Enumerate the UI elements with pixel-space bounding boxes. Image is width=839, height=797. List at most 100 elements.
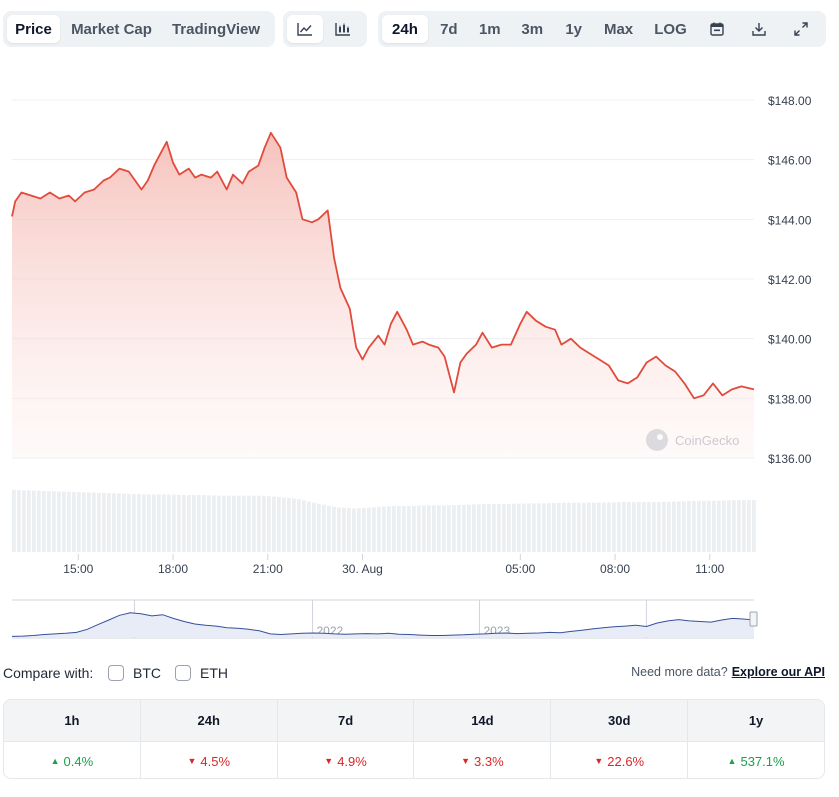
volume-bar	[657, 502, 661, 552]
candlestick-icon[interactable]	[323, 15, 363, 43]
range-navigator[interactable]: 2021202220232024	[11, 599, 758, 639]
volume-bar	[752, 500, 756, 552]
volume-bar	[542, 503, 546, 552]
volume-bar	[72, 491, 76, 552]
tab-range-log[interactable]: LOG	[654, 20, 687, 38]
volume-bar	[602, 502, 606, 552]
volume-bar	[302, 500, 306, 552]
performance-values: ▲ 0.4% ▼ 4.5% ▼ 4.9% ▼ 3.3% ▼ 22.6% ▲ 537.1%	[4, 742, 824, 778]
change-1h-value: 0.4%	[63, 753, 94, 769]
volume-bar	[687, 501, 691, 552]
tab-range-1m[interactable]: 1m	[478, 20, 501, 38]
volume-bar	[697, 500, 701, 552]
compare-eth[interactable]: ETH	[175, 665, 228, 681]
more-data: Need more data? Explore our API	[631, 665, 825, 679]
period-1y: 1y	[748, 713, 764, 728]
volume-bar	[257, 495, 261, 552]
compare-btc[interactable]: BTC	[108, 665, 161, 681]
volume-bar	[737, 500, 741, 552]
tab-tradingview[interactable]: TradingView	[171, 20, 261, 38]
volume-bar	[662, 501, 666, 552]
period-7d: 7d	[278, 700, 415, 741]
up-arrow-icon: ▲	[727, 756, 737, 766]
volume-bar	[432, 505, 436, 552]
volume-bar	[457, 504, 461, 552]
volume-bar	[162, 494, 166, 552]
tab-range-24h[interactable]: 24h	[382, 15, 428, 43]
volume-bar	[332, 506, 336, 552]
volume-bar	[282, 497, 286, 552]
y-tick-label: $140.00	[768, 333, 812, 347]
navigator-handle[interactable]	[749, 611, 758, 627]
volume-bar	[437, 505, 441, 552]
volume-bar	[702, 500, 706, 552]
volume-bar	[182, 495, 186, 552]
volume-bar	[222, 495, 226, 552]
tab-range-1y[interactable]: 1y	[565, 20, 582, 38]
x-tick-label: 15:00	[63, 562, 93, 576]
volume-bar	[292, 498, 296, 552]
expand-icon[interactable]	[780, 15, 822, 43]
calendar-icon[interactable]	[697, 15, 739, 43]
volume-bar	[637, 502, 641, 552]
volume-bar	[97, 492, 101, 552]
volume-bar	[197, 495, 201, 552]
tab-range-max[interactable]: Max	[603, 20, 634, 38]
volume-bar	[552, 503, 556, 552]
explore-api-link[interactable]: Explore our API	[731, 665, 825, 679]
volume-bar	[132, 493, 136, 552]
volume-bar	[452, 505, 456, 552]
up-arrow-icon: ▲	[50, 756, 60, 766]
volume-bar	[747, 500, 751, 552]
chart-view-toggle	[283, 11, 367, 47]
volume-bar	[557, 502, 561, 552]
volume-bar	[732, 500, 736, 552]
btc-checkbox[interactable]	[108, 665, 124, 681]
x-tick-label: 21:00	[253, 562, 283, 576]
volume-bar	[177, 494, 181, 552]
volume-bar	[382, 506, 386, 552]
tab-price[interactable]: Price	[7, 15, 60, 43]
x-axis-ticks: 15:00 18:00 21:00 30. Aug 05:00 08:00 11:00	[63, 554, 725, 576]
performance-header: 1h 24h 7d 14d 30d 1y	[4, 700, 824, 742]
volume-bar	[227, 495, 231, 552]
tab-range-3m[interactable]: 3m	[521, 20, 544, 38]
volume-bar	[642, 502, 646, 552]
compare-row: Compare with: BTC ETH Need more data? Exp…	[0, 662, 839, 686]
navigator-line	[11, 612, 755, 637]
watermark-text: CoinGecko	[675, 433, 739, 448]
volume-bar	[237, 495, 241, 552]
volume-bar	[217, 495, 221, 552]
volume-bar	[172, 494, 176, 552]
download-icon[interactable]	[738, 15, 780, 43]
volume-bar	[692, 500, 696, 552]
volume-bar	[502, 504, 506, 552]
volume-bar	[112, 493, 116, 552]
volume-bar	[492, 504, 496, 552]
volume-bar	[707, 500, 711, 552]
tab-market-cap[interactable]: Market Cap	[71, 20, 152, 38]
volume-bar	[547, 503, 551, 552]
volume-bar	[472, 504, 476, 552]
volume-bar	[262, 495, 266, 552]
period-14d: 14d	[414, 700, 552, 741]
chart-type-tabs: Price Market Cap TradingView	[3, 11, 275, 47]
volume-bar	[522, 503, 526, 552]
volume-bar	[277, 496, 281, 552]
x-tick-label: 08:00	[600, 562, 630, 576]
volume-bar	[187, 495, 191, 552]
price-chart[interactable]: $148.00 $146.00 $144.00 $142.00 $140.00 $138.…	[0, 60, 839, 645]
line-chart-icon[interactable]	[287, 15, 323, 43]
volume-bar	[82, 492, 86, 552]
volume-bar	[117, 493, 121, 552]
change-7d: ▼ 4.9%	[278, 742, 415, 778]
volume-bar	[632, 502, 636, 552]
tab-range-7d[interactable]: 7d	[440, 20, 458, 38]
eth-checkbox[interactable]	[175, 665, 191, 681]
volume-bar	[17, 490, 21, 552]
volume-bar	[582, 502, 586, 552]
volume-bar	[12, 489, 16, 552]
volume-bar	[617, 502, 621, 552]
volume-bar	[192, 495, 196, 552]
volume-bar	[562, 502, 566, 552]
